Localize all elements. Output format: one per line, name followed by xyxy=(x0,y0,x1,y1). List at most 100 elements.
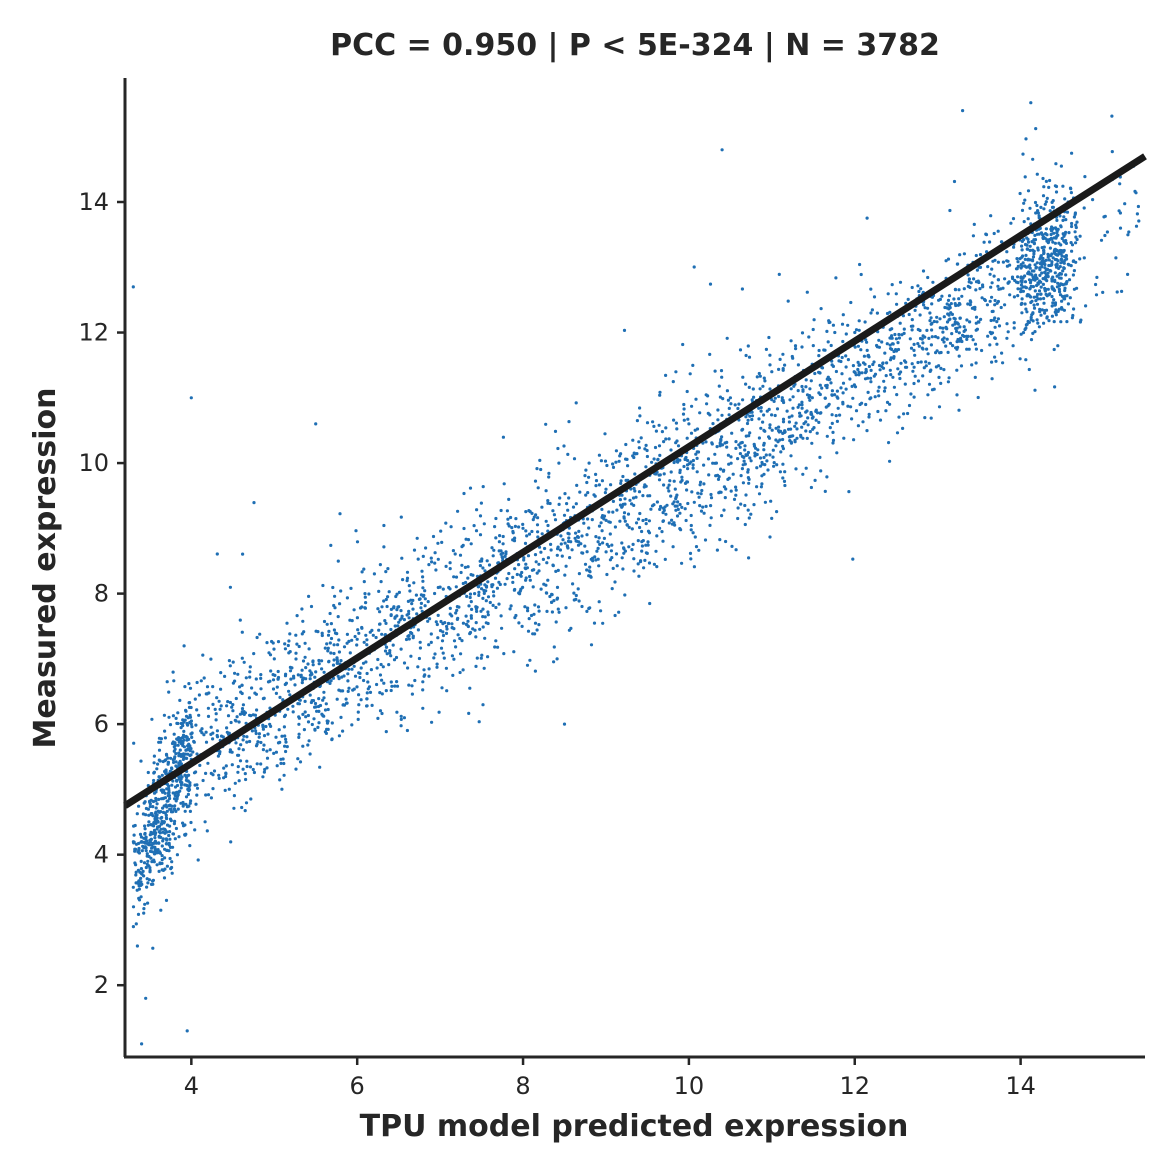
data-point xyxy=(676,444,681,448)
data-point xyxy=(993,303,997,307)
data-point xyxy=(395,608,399,612)
data-point xyxy=(912,342,916,346)
data-point xyxy=(179,736,183,741)
data-point xyxy=(261,727,265,731)
data-point xyxy=(1056,233,1060,237)
data-point xyxy=(686,458,690,463)
data-point xyxy=(156,762,160,766)
data-point xyxy=(602,517,606,521)
data-point xyxy=(752,444,757,448)
data-point xyxy=(484,599,488,603)
data-point xyxy=(507,497,511,501)
data-point xyxy=(674,497,678,501)
data-point xyxy=(930,302,934,306)
data-point xyxy=(363,592,367,596)
data-point xyxy=(737,402,741,406)
data-point xyxy=(903,359,907,363)
data-point xyxy=(864,338,868,342)
x-axis-label: TPU model predicted expression xyxy=(360,1109,909,1144)
data-point xyxy=(144,865,148,870)
data-point xyxy=(219,671,223,675)
data-point xyxy=(133,849,137,853)
data-point xyxy=(481,607,485,611)
data-point xyxy=(742,455,746,459)
data-point xyxy=(618,498,623,502)
data-point xyxy=(651,420,655,424)
data-point xyxy=(820,386,824,390)
data-point xyxy=(408,589,412,593)
data-point xyxy=(266,680,271,684)
data-point xyxy=(727,413,731,417)
data-point xyxy=(282,725,286,729)
data-point xyxy=(224,764,228,768)
data-point xyxy=(944,259,948,263)
data-point xyxy=(524,529,528,533)
data-point xyxy=(306,713,310,718)
data-point xyxy=(216,754,220,758)
data-point xyxy=(1019,279,1023,283)
data-point xyxy=(646,540,650,544)
data-point xyxy=(873,372,878,376)
data-point xyxy=(807,335,811,339)
data-point xyxy=(138,832,143,837)
data-point xyxy=(901,314,906,318)
data-point xyxy=(974,253,978,258)
data-point xyxy=(517,563,521,567)
data-point xyxy=(840,355,844,360)
data-point xyxy=(1050,294,1054,299)
data-point xyxy=(353,634,357,639)
data-point xyxy=(541,557,546,562)
data-point xyxy=(155,863,159,867)
data-point xyxy=(306,720,311,724)
data-point xyxy=(682,407,686,411)
data-point xyxy=(137,851,141,855)
data-point xyxy=(1056,281,1060,285)
data-point xyxy=(177,740,181,744)
data-point xyxy=(142,907,146,911)
data-point xyxy=(147,854,151,859)
data-point xyxy=(533,621,538,625)
data-point xyxy=(685,389,689,394)
data-point xyxy=(357,671,361,675)
data-point xyxy=(678,527,682,531)
data-point xyxy=(281,698,285,702)
data-point xyxy=(335,697,339,701)
data-point xyxy=(539,467,543,472)
data-point xyxy=(675,504,679,508)
data-point xyxy=(633,489,637,493)
data-point xyxy=(759,485,764,489)
data-point xyxy=(461,581,465,586)
data-point xyxy=(1041,176,1045,181)
data-point xyxy=(996,317,1001,321)
data-point xyxy=(410,684,414,688)
data-point xyxy=(958,302,962,306)
data-point xyxy=(1067,278,1072,282)
data-point xyxy=(491,603,495,608)
data-point xyxy=(880,340,884,344)
data-point xyxy=(700,488,704,493)
data-point xyxy=(585,609,589,614)
data-point xyxy=(530,529,534,534)
data-point xyxy=(310,672,314,676)
data-point xyxy=(301,619,305,623)
data-point xyxy=(148,799,152,803)
data-point xyxy=(170,804,174,808)
data-point xyxy=(161,830,165,834)
data-point xyxy=(674,508,678,512)
data-point xyxy=(410,692,414,696)
data-point xyxy=(262,743,266,747)
data-point xyxy=(761,384,765,388)
data-point xyxy=(350,638,354,642)
data-point xyxy=(831,430,835,434)
data-point xyxy=(428,617,432,621)
data-point xyxy=(1015,257,1019,261)
data-point xyxy=(804,385,808,389)
data-point xyxy=(716,477,721,481)
data-point xyxy=(165,680,169,684)
data-point xyxy=(365,671,369,676)
data-point xyxy=(781,367,785,371)
data-point xyxy=(994,359,998,363)
data-point xyxy=(170,741,175,746)
data-point xyxy=(1038,307,1042,311)
data-point xyxy=(146,842,150,846)
